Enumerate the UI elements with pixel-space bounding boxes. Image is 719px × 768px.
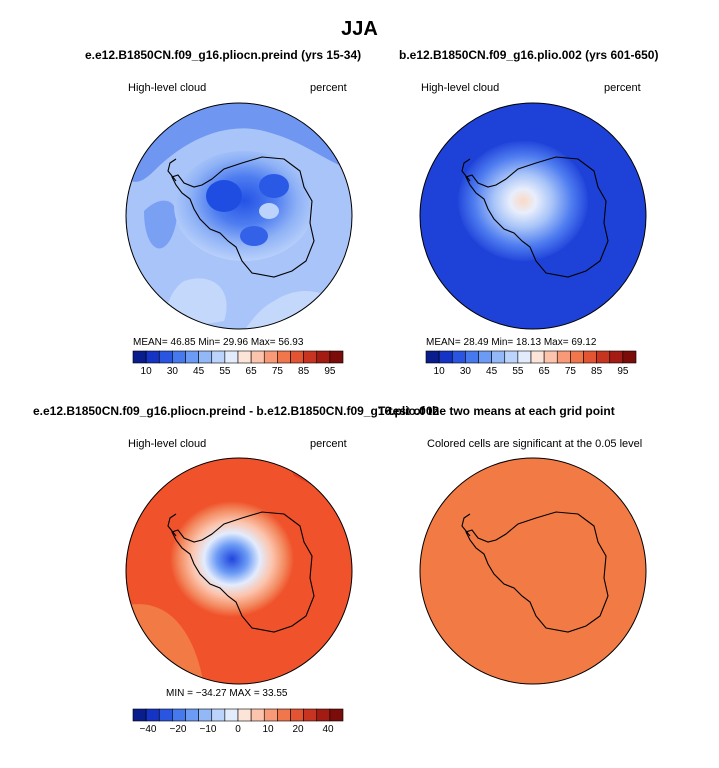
panel2-colorbar-swatch xyxy=(609,350,624,364)
panel1-colorbar-swatch xyxy=(224,350,239,364)
panel3-colorbar-swatch xyxy=(303,708,318,722)
panel1-colorbar-swatch xyxy=(277,350,291,364)
panel2-units-label: percent xyxy=(604,82,641,94)
panel2-colorbar-tick-label: 95 xyxy=(617,366,629,377)
panel2-colorbar-tick-label: 75 xyxy=(565,366,577,377)
panel2-colorbar-swatch xyxy=(530,350,545,364)
panel3-colorbar-tick-label: −20 xyxy=(170,724,187,735)
panel3-units-label: percent xyxy=(310,438,347,450)
panel2-title: b.e12.B1850CN.f09_g16.plio.002 (yrs 601-… xyxy=(399,48,659,62)
panel1-map xyxy=(125,102,353,330)
panel3-stats: MIN = −34.27 MAX = 33.55 xyxy=(166,688,288,699)
panel2-colorbar-swatch xyxy=(556,350,571,364)
panel2-colorbar-tick-label: 85 xyxy=(591,366,603,377)
panel1-variable-label: High-level cloud xyxy=(128,82,207,94)
main-title: JJA xyxy=(341,18,378,40)
panel2-colorbar-swatch xyxy=(478,350,492,364)
panel3-colorbar-swatch xyxy=(145,708,160,722)
panel2-colorbar-tick-label: 10 xyxy=(434,366,446,377)
panel4-map-background xyxy=(420,458,646,684)
panel1-colorbar-swatch xyxy=(145,350,160,364)
panel2-colorbar-swatch xyxy=(465,350,479,364)
panel3-variable-label: High-level cloud xyxy=(128,438,207,450)
panel1-colorbar-swatch xyxy=(303,350,318,364)
panel3-colorbar-tick-label: 10 xyxy=(262,724,274,735)
panel1-colorbar-tick-label: 45 xyxy=(193,366,205,377)
panel1-colorbar: 10 30 45 55 65 75 85 95 xyxy=(132,350,344,377)
panel2-colorbar-tick-label: 55 xyxy=(512,366,524,377)
panel1-colorbar-swatch xyxy=(132,350,147,364)
panel1-colorbar-swatch xyxy=(172,350,186,364)
panel1-colorbar-swatch xyxy=(185,350,199,364)
panel2-stats: MEAN= 28.49 Min= 18.13 Max= 69.12 xyxy=(426,337,597,348)
panel1-stats: MEAN= 46.85 Min= 29.96 Max= 56.93 xyxy=(133,337,304,348)
panel2-colorbar-swatch xyxy=(543,350,558,364)
panel1-colorbar-tick-label: 75 xyxy=(272,366,284,377)
panel3-colorbar-tick-label: 20 xyxy=(292,724,304,735)
panel1-units-label: percent xyxy=(310,82,347,94)
panel1-colorbar-tick-label: 65 xyxy=(246,366,258,377)
panel4-title: T-test of the two means at each grid poi… xyxy=(378,404,615,418)
panel3-colorbar-swatch xyxy=(224,708,239,722)
panel3-colorbar-swatch xyxy=(277,708,291,722)
panel2-colorbar-swatch xyxy=(504,350,519,364)
panel1-colorbar-swatch xyxy=(158,350,173,364)
panel3-colorbar-swatch xyxy=(172,708,186,722)
panel3-colorbar-swatch xyxy=(290,708,304,722)
panel1-colorbar-swatch xyxy=(198,350,213,364)
panel1-colorbar-swatch xyxy=(250,350,265,364)
panel1-colorbar-swatch xyxy=(211,350,226,364)
panel1-colorbar-swatch xyxy=(329,350,344,364)
panel4-subtitle: Colored cells are significant at the 0.0… xyxy=(427,438,643,450)
panel3-title: e.e12.B1850CN.f09_g16.pliocn.preind - b.… xyxy=(33,404,440,418)
panel2-colorbar-swatch xyxy=(517,350,532,364)
panel3-colorbar-tick-label: −10 xyxy=(200,724,217,735)
panel1-colorbar-swatch xyxy=(316,350,331,364)
panel3-colorbar-swatch xyxy=(316,708,331,722)
panel3-map xyxy=(125,457,353,685)
panel1-colorbar-tick-label: 85 xyxy=(298,366,310,377)
panel3-colorbar-swatch xyxy=(329,708,344,722)
panel3-colorbar-swatch xyxy=(185,708,199,722)
panel3-colorbar-tick-label: −40 xyxy=(140,724,157,735)
panel2-colorbar-tick-label: 65 xyxy=(539,366,551,377)
panel3-colorbar-swatch xyxy=(132,708,147,722)
panel2-colorbar-swatch xyxy=(491,350,506,364)
panel1-title: e.e12.B1850CN.f09_g16.pliocn.preind (yrs… xyxy=(85,48,362,62)
panel1-colorbar-swatch xyxy=(263,350,278,364)
panel3-colorbar-tick-label: 40 xyxy=(322,724,334,735)
panel3-colorbar-swatch xyxy=(211,708,226,722)
panel1-colorbar-tick-label: 30 xyxy=(167,366,179,377)
panel2-colorbar-tick-label: 45 xyxy=(486,366,498,377)
panel2-colorbar-swatch xyxy=(451,350,466,364)
panel1-colorbar-tick-label: 55 xyxy=(219,366,231,377)
panel3-colorbar-swatch xyxy=(158,708,173,722)
panel2-colorbar-swatch xyxy=(570,350,584,364)
panel2-colorbar: 10 30 45 55 65 75 85 95 xyxy=(425,350,637,377)
panel2-variable-label: High-level cloud xyxy=(421,82,500,94)
panel1-colorbar-swatch xyxy=(290,350,304,364)
panel2-colorbar-swatch xyxy=(583,350,597,364)
panel3-colorbar-swatch xyxy=(198,708,213,722)
panel2-colorbar-swatch xyxy=(596,350,611,364)
panel3-colorbar-tick-label: 0 xyxy=(235,724,241,735)
panel3-colorbar-swatch xyxy=(237,708,252,722)
panel3-colorbar-swatch xyxy=(263,708,278,722)
panel2-colorbar-tick-label: 30 xyxy=(460,366,472,377)
panel2-colorbar-swatch xyxy=(425,350,440,364)
panel1-colorbar-swatch xyxy=(237,350,252,364)
panel2-colorbar-swatch xyxy=(438,350,453,364)
panel3-colorbar: −40 −20 −10 0 10 20 40 xyxy=(132,708,344,735)
panel4-map xyxy=(419,457,647,685)
panel1-colorbar-tick-label: 95 xyxy=(324,366,336,377)
panel3-colorbar-swatch xyxy=(250,708,265,722)
panel2-colorbar-swatch xyxy=(622,350,637,364)
panel2-map xyxy=(419,102,647,330)
panel1-colorbar-tick-label: 10 xyxy=(141,366,153,377)
